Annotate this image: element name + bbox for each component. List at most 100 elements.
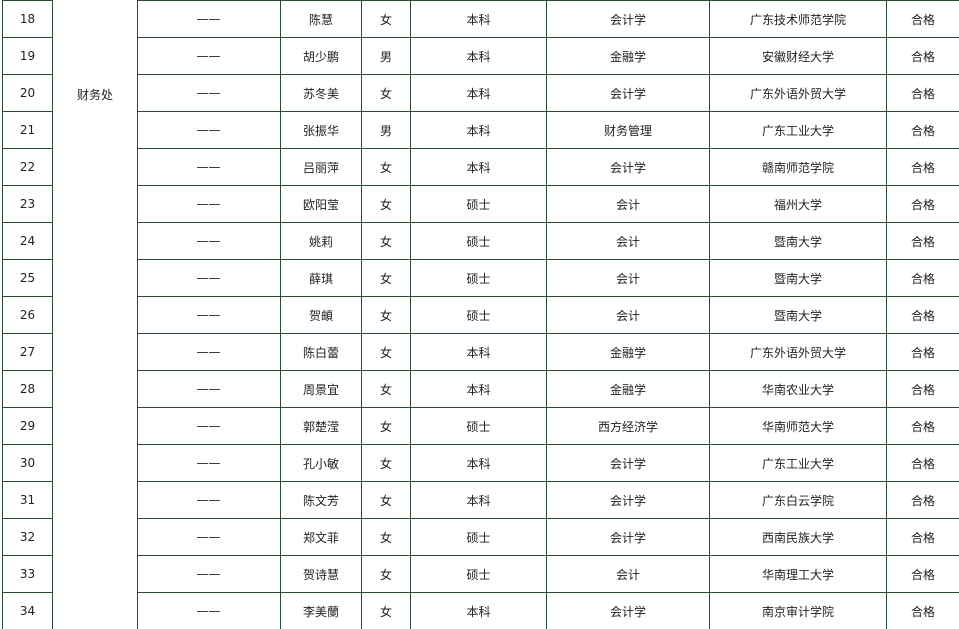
result: 合格 <box>887 111 959 149</box>
major: 金融学 <box>547 333 710 371</box>
school: 赣南师范学院 <box>710 148 887 186</box>
school: 南京审计学院 <box>710 592 887 629</box>
gender: 女 <box>362 74 411 112</box>
position-code: —— <box>137 555 281 593</box>
name: 贺诗慧 <box>281 555 362 593</box>
result: 合格 <box>887 555 959 593</box>
name: 薛琪 <box>281 259 362 297</box>
school: 华南师范大学 <box>710 407 887 445</box>
major: 会计 <box>547 555 710 593</box>
name: 陈文芳 <box>281 481 362 519</box>
degree: 本科 <box>411 481 547 519</box>
gender: 女 <box>362 296 411 334</box>
degree: 本科 <box>411 333 547 371</box>
row-number: 20 <box>2 74 53 112</box>
result: 合格 <box>887 333 959 371</box>
row-number: 31 <box>2 481 53 519</box>
name: 苏冬美 <box>281 74 362 112</box>
position-code: —— <box>137 111 281 149</box>
position-code: —— <box>137 222 281 260</box>
major: 会计学 <box>547 0 710 38</box>
result: 合格 <box>887 518 959 556</box>
row-number: 19 <box>2 37 53 75</box>
degree: 本科 <box>411 592 547 629</box>
gender: 女 <box>362 222 411 260</box>
name: 欧阳莹 <box>281 185 362 223</box>
major: 金融学 <box>547 37 710 75</box>
result: 合格 <box>887 407 959 445</box>
name: 吕丽萍 <box>281 148 362 186</box>
position-code: —— <box>137 333 281 371</box>
major: 会计 <box>547 185 710 223</box>
gender: 女 <box>362 333 411 371</box>
major: 会计学 <box>547 481 710 519</box>
result: 合格 <box>887 481 959 519</box>
gender: 女 <box>362 259 411 297</box>
position-code: —— <box>137 185 281 223</box>
school: 暨南大学 <box>710 296 887 334</box>
degree: 硕士 <box>411 407 547 445</box>
major: 西方经济学 <box>547 407 710 445</box>
gender: 女 <box>362 370 411 408</box>
gender: 女 <box>362 481 411 519</box>
row-number: 34 <box>2 592 53 629</box>
major: 会计学 <box>547 592 710 629</box>
row-number: 27 <box>2 333 53 371</box>
gender: 女 <box>362 444 411 482</box>
position-code: —— <box>137 37 281 75</box>
result: 合格 <box>887 222 959 260</box>
position-code: —— <box>137 407 281 445</box>
gender: 男 <box>362 111 411 149</box>
row-number: 24 <box>2 222 53 260</box>
school: 福州大学 <box>710 185 887 223</box>
name: 孔小敏 <box>281 444 362 482</box>
result: 合格 <box>887 592 959 629</box>
gender: 女 <box>362 0 411 38</box>
position-code: —— <box>137 370 281 408</box>
position-code: —— <box>137 444 281 482</box>
degree: 本科 <box>411 0 547 38</box>
major: 金融学 <box>547 370 710 408</box>
name: 周景宜 <box>281 370 362 408</box>
gender: 女 <box>362 148 411 186</box>
position-code: —— <box>137 296 281 334</box>
position-code: —— <box>137 259 281 297</box>
result: 合格 <box>887 74 959 112</box>
row-number: 30 <box>2 444 53 482</box>
school: 广东外语外贸大学 <box>710 333 887 371</box>
result: 合格 <box>887 148 959 186</box>
major: 会计学 <box>547 74 710 112</box>
school: 暨南大学 <box>710 259 887 297</box>
degree: 硕士 <box>411 555 547 593</box>
position-code: —— <box>137 74 281 112</box>
major: 会计 <box>547 222 710 260</box>
gender: 女 <box>362 555 411 593</box>
major: 会计学 <box>547 518 710 556</box>
degree: 本科 <box>411 37 547 75</box>
position-code: —— <box>137 481 281 519</box>
row-number: 26 <box>2 296 53 334</box>
row-number: 22 <box>2 148 53 186</box>
school: 广东外语外贸大学 <box>710 74 887 112</box>
degree: 本科 <box>411 370 547 408</box>
row-number: 28 <box>2 370 53 408</box>
name: 郑文菲 <box>281 518 362 556</box>
name: 贺頔 <box>281 296 362 334</box>
name: 李美蘭 <box>281 592 362 629</box>
degree: 硕士 <box>411 259 547 297</box>
name: 陈白蕾 <box>281 333 362 371</box>
name: 郭楚滢 <box>281 407 362 445</box>
result: 合格 <box>887 185 959 223</box>
result: 合格 <box>887 444 959 482</box>
position-code: —— <box>137 0 281 38</box>
gender: 女 <box>362 518 411 556</box>
row-number: 18 <box>2 0 53 38</box>
major: 会计 <box>547 296 710 334</box>
row-number: 32 <box>2 518 53 556</box>
row-number: 21 <box>2 111 53 149</box>
row-number: 29 <box>2 407 53 445</box>
name: 姚莉 <box>281 222 362 260</box>
row-number: 23 <box>2 185 53 223</box>
major: 会计学 <box>547 148 710 186</box>
school: 广东工业大学 <box>710 111 887 149</box>
